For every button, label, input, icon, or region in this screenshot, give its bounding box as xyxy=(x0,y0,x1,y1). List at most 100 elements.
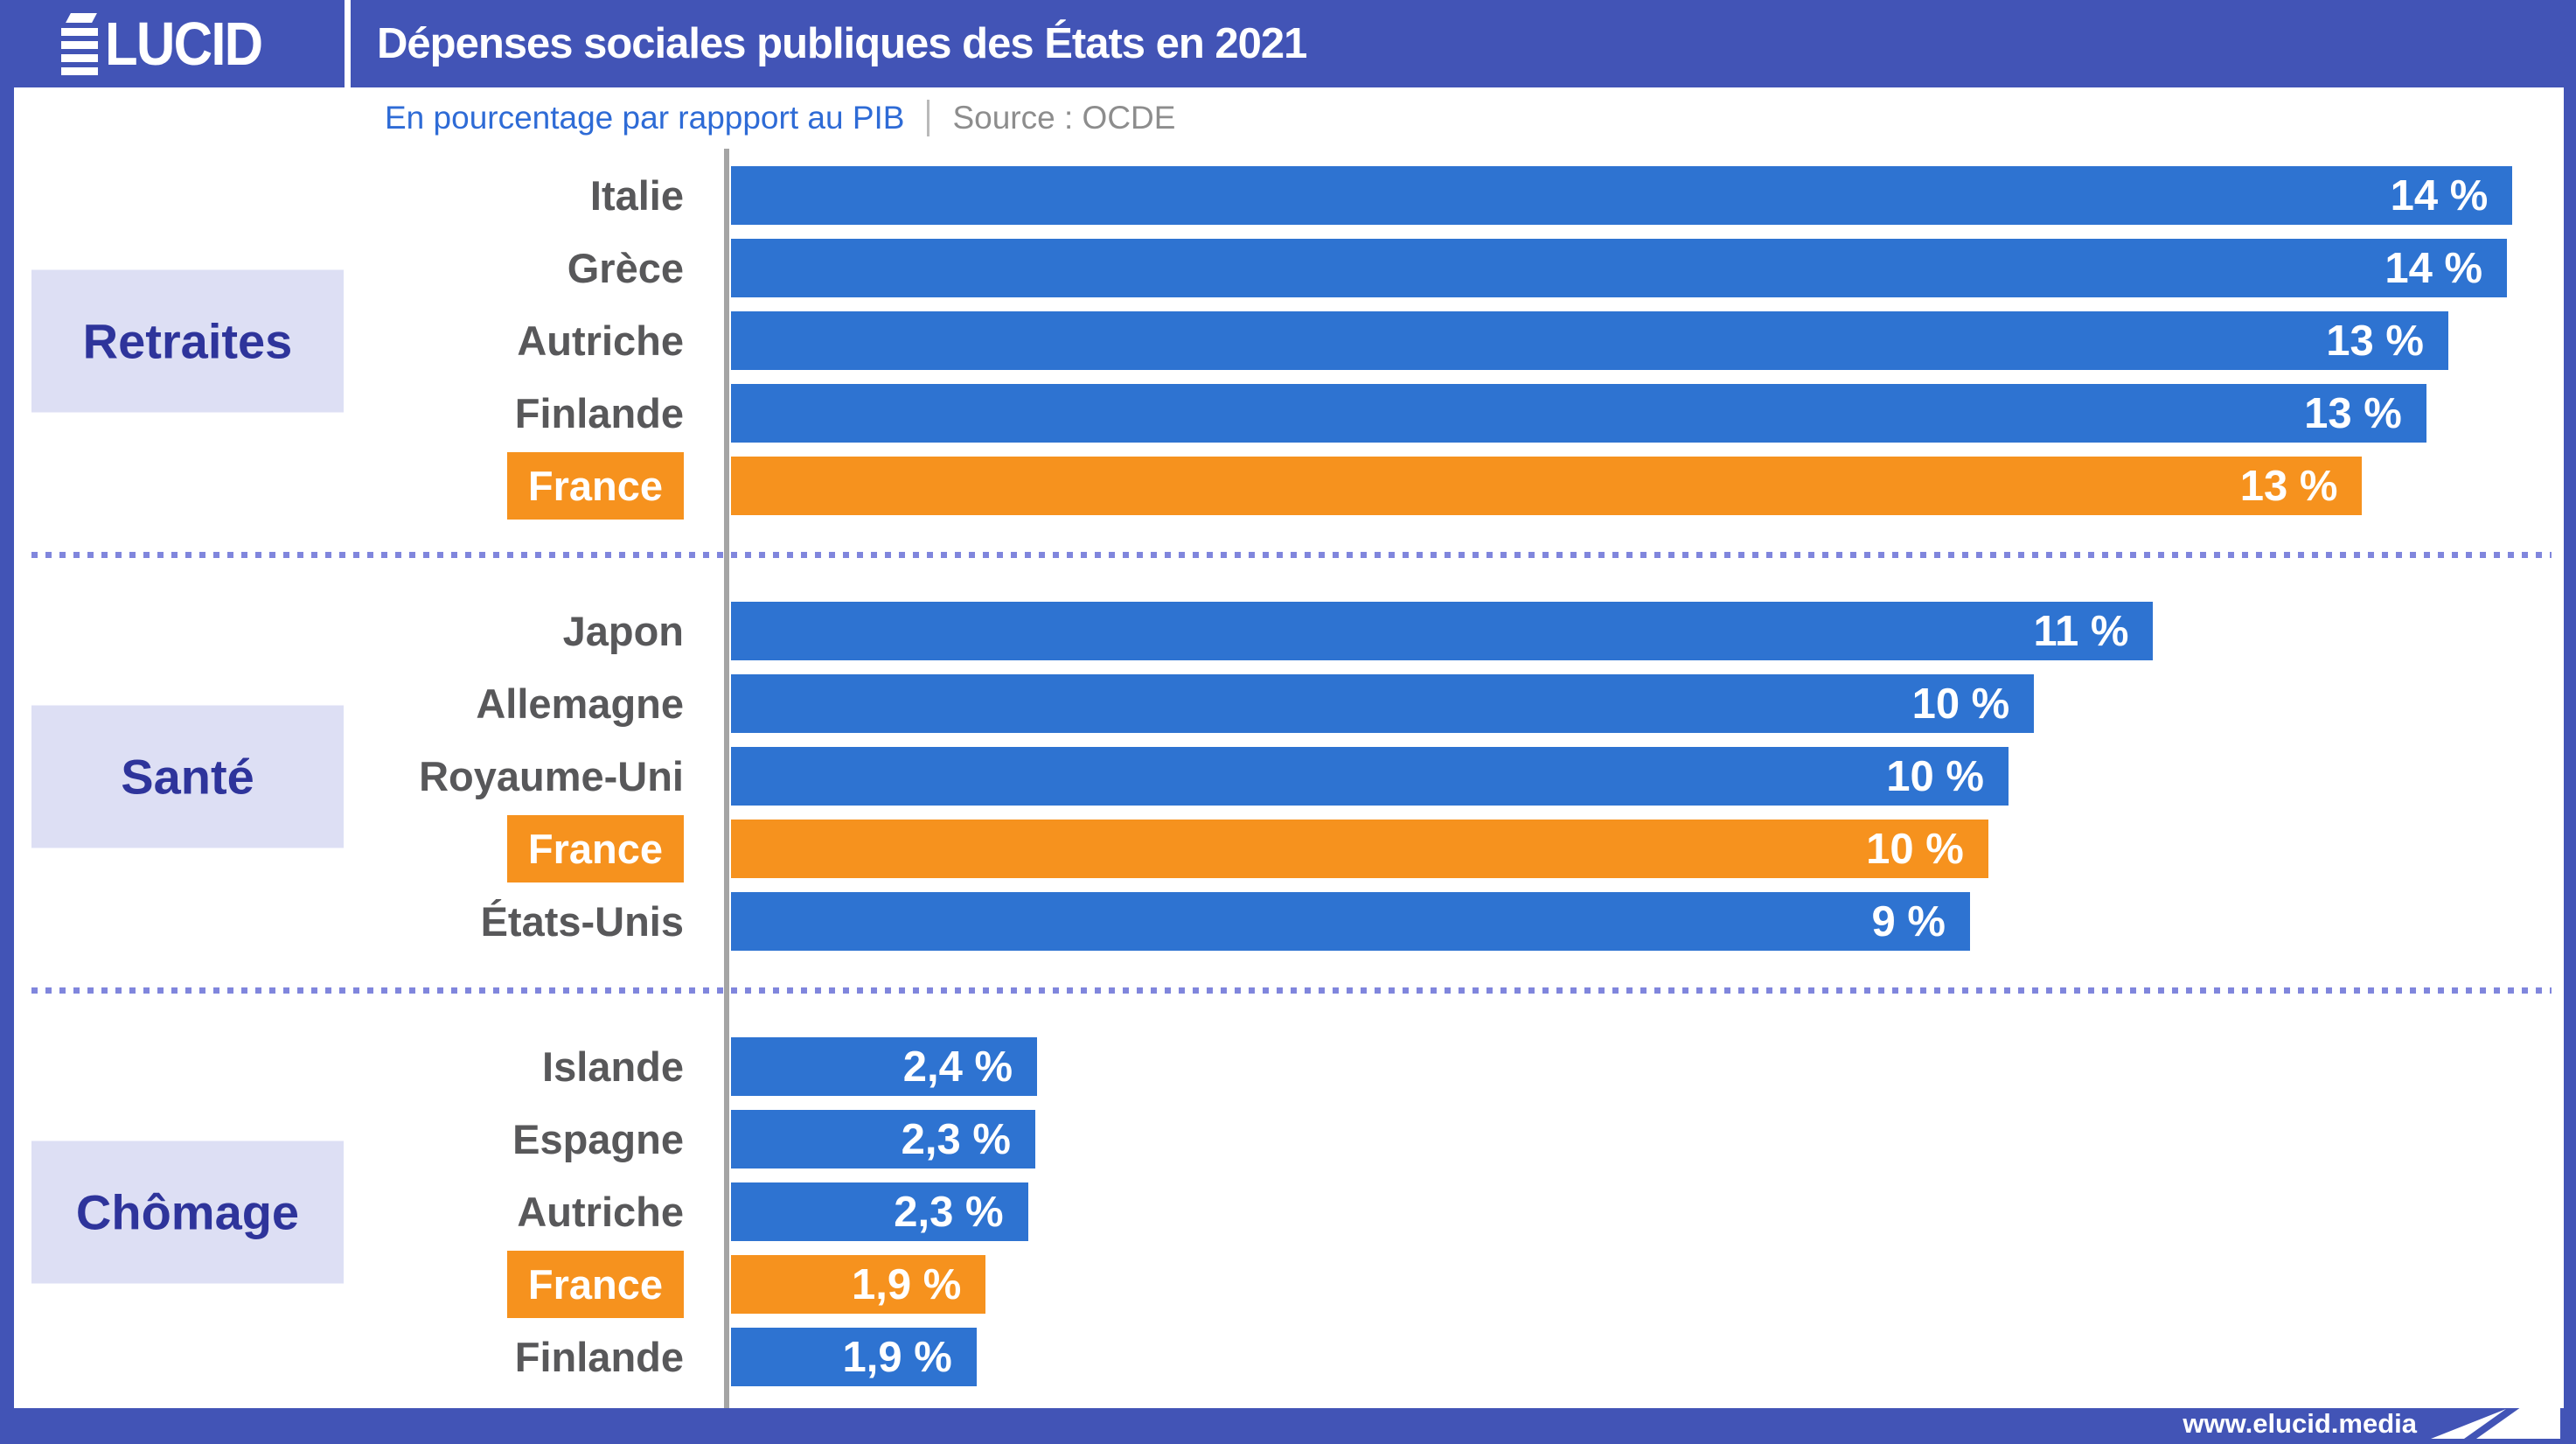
bar-value-label: 14 % xyxy=(2385,244,2483,292)
bar-retraites-italie: 14 % xyxy=(731,166,2513,225)
country-cell: France xyxy=(14,814,724,883)
bar-value-label: 10 % xyxy=(1886,752,1984,800)
section-chomage: Chômage Islande 2,4 % Espagne 2,3 % Autriche 2… xyxy=(14,1037,2564,1386)
bar-value-label: 10 % xyxy=(1911,680,2010,728)
country-label: Autriche xyxy=(517,317,684,364)
section-retraites: Retraites Italie 14 % Grèce 14 % Autriche 13 %… xyxy=(14,166,2564,520)
country-label-highlight: France xyxy=(506,814,684,883)
bar-cell: 2,4 % xyxy=(724,1037,2564,1096)
country-label: Islande xyxy=(542,1043,684,1090)
chart-row: France 13 % xyxy=(14,451,2564,520)
bar-sante--tats-unis: 9 % xyxy=(731,892,1970,951)
bar-value-label: 13 % xyxy=(2304,389,2402,437)
chart-row: Italie 14 % xyxy=(14,166,2564,225)
bar-cell: 1,9 % xyxy=(724,1328,2564,1386)
footer-url: www.elucid.media xyxy=(2183,1408,2417,1439)
section-separator xyxy=(31,552,2552,558)
country-cell: France xyxy=(14,1250,724,1319)
chart-row: Autriche 13 % xyxy=(14,311,2564,370)
bar-value-label: 9 % xyxy=(1871,897,1946,945)
bar-value-label: 13 % xyxy=(2326,317,2424,365)
bar-value-label: 10 % xyxy=(1866,825,1964,873)
bar-cell: 14 % xyxy=(724,239,2564,297)
bar-value-label: 2,3 % xyxy=(894,1188,1004,1236)
bar-value-label: 11 % xyxy=(2033,607,2129,655)
bar-cell: 9 % xyxy=(724,892,2564,951)
section-label-chomage: Chômage xyxy=(31,1141,344,1283)
chart-row: Autriche 2,3 % xyxy=(14,1182,2564,1241)
bar-chomage-france: 1,9 % xyxy=(731,1255,986,1314)
chart-row: France 1,9 % xyxy=(14,1250,2564,1319)
country-label: Grèce xyxy=(567,245,684,291)
section-sante: Santé Japon 11 % Allemagne 10 % Royaume-Uni 10… xyxy=(14,602,2564,951)
country-label: Japon xyxy=(562,608,684,654)
footer: www.elucid.media xyxy=(0,1379,2576,1444)
bar-cell: 11 % xyxy=(724,602,2564,660)
logo-accent-icon xyxy=(66,12,97,23)
bar-sante-royaume-uni: 10 % xyxy=(731,747,2009,806)
chart-row: Royaume-Uni 10 % xyxy=(14,747,2564,806)
country-label: Royaume-Uni xyxy=(419,753,684,799)
section-label-retraites: Retraites xyxy=(31,269,344,412)
bar-value-label: 13 % xyxy=(2239,462,2338,510)
content-area: En pourcentage par rappport au PIB Sourc… xyxy=(14,87,2564,1408)
chart-row: Espagne 2,3 % xyxy=(14,1110,2564,1168)
bar-cell: 10 % xyxy=(724,674,2564,733)
country-label: Autriche xyxy=(517,1189,684,1235)
chart-row: Allemagne 10 % xyxy=(14,674,2564,733)
bar-chomage-autriche: 2,3 % xyxy=(731,1182,1028,1241)
bar-value-label: 1,9 % xyxy=(852,1260,962,1308)
bar-cell: 10 % xyxy=(724,747,2564,806)
bar-cell: 13 % xyxy=(724,457,2564,515)
country-label: Allemagne xyxy=(476,680,684,727)
elucid-logo: LUCID xyxy=(0,0,345,87)
country-label: Italie xyxy=(589,172,684,219)
source-label: Source : OCDE xyxy=(952,100,1176,136)
chart: Retraites Italie 14 % Grèce 14 % Autriche 13 %… xyxy=(14,149,2564,1408)
bar-cell: 2,3 % xyxy=(724,1182,2564,1241)
country-label-highlight: France xyxy=(506,1250,684,1319)
bar-retraites-france: 13 % xyxy=(731,457,2363,515)
logo-e-icon xyxy=(61,12,99,75)
bar-cell: 2,3 % xyxy=(724,1110,2564,1168)
chart-row: Finlande 13 % xyxy=(14,384,2564,443)
bar-chomage-espagne: 2,3 % xyxy=(731,1110,1035,1168)
country-label: Finlande xyxy=(514,390,684,436)
chart-row: Finlande 1,9 % xyxy=(14,1328,2564,1386)
country-label: Espagne xyxy=(512,1116,684,1162)
bar-retraites-gr-ce: 14 % xyxy=(731,239,2508,297)
chart-row: Japon 11 % xyxy=(14,602,2564,660)
bar-cell: 13 % xyxy=(724,384,2564,443)
country-label-highlight: France xyxy=(506,451,684,520)
section-separator xyxy=(31,987,2552,994)
bar-chomage-islande: 2,4 % xyxy=(731,1037,1038,1096)
bar-sante-allemagne: 10 % xyxy=(731,674,2035,733)
bar-chomage-finlande: 1,9 % xyxy=(731,1328,977,1386)
bar-sante-japon: 11 % xyxy=(731,602,2154,660)
bar-cell: 14 % xyxy=(724,166,2564,225)
bar-cell: 10 % xyxy=(724,820,2564,878)
bar-value-label: 2,3 % xyxy=(901,1115,1011,1163)
country-cell: France xyxy=(14,451,724,520)
page-title: Dépenses sociales publiques des États en… xyxy=(377,20,1307,67)
country-label: Finlande xyxy=(514,1334,684,1380)
header-divider xyxy=(345,0,351,87)
chart-subtitle: En pourcentage par rappport au PIB xyxy=(385,100,905,136)
chart-row: Grèce 14 % xyxy=(14,239,2564,297)
bar-value-label: 2,4 % xyxy=(902,1043,1013,1091)
axis-line xyxy=(724,149,729,1408)
bar-cell: 13 % xyxy=(724,311,2564,370)
bar-value-label: 14 % xyxy=(2390,171,2489,220)
chart-row: Islande 2,4 % xyxy=(14,1037,2564,1096)
subtitle-separator xyxy=(927,100,930,136)
bar-retraites-finlande: 13 % xyxy=(731,384,2426,443)
bar-sante-france: 10 % xyxy=(731,820,1988,878)
chart-row: France 10 % xyxy=(14,814,2564,883)
logo-wordmark: LUCID xyxy=(105,10,263,78)
bar-cell: 1,9 % xyxy=(724,1255,2564,1314)
section-label-sante: Santé xyxy=(31,705,344,848)
bar-value-label: 1,9 % xyxy=(842,1333,952,1381)
header: LUCID Dépenses sociales publiques des Ét… xyxy=(0,0,2576,87)
country-label: États-Unis xyxy=(480,898,684,945)
